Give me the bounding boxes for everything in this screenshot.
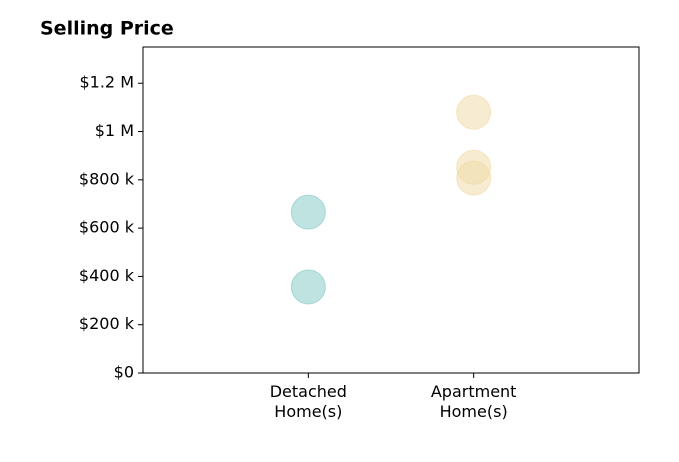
y-tick-label: $800 k bbox=[79, 169, 135, 188]
point bbox=[456, 94, 492, 130]
y-tick-label: $1.2 M bbox=[79, 73, 134, 92]
y-tick-label: $200 k bbox=[79, 314, 135, 333]
y-tick-label: $0 bbox=[114, 363, 134, 382]
x-tick-label: Apartment Home(s) bbox=[430, 382, 517, 421]
point bbox=[290, 269, 326, 305]
x-tick-label: Detached Home(s) bbox=[269, 382, 347, 421]
point bbox=[456, 160, 492, 196]
y-tick-label: $1 M bbox=[95, 121, 134, 140]
plot-frame bbox=[142, 46, 640, 374]
y-tick-label: $600 k bbox=[79, 218, 135, 237]
point bbox=[290, 194, 326, 230]
chart-title: Selling Price bbox=[40, 18, 174, 40]
y-tick-label: $400 k bbox=[79, 266, 135, 285]
